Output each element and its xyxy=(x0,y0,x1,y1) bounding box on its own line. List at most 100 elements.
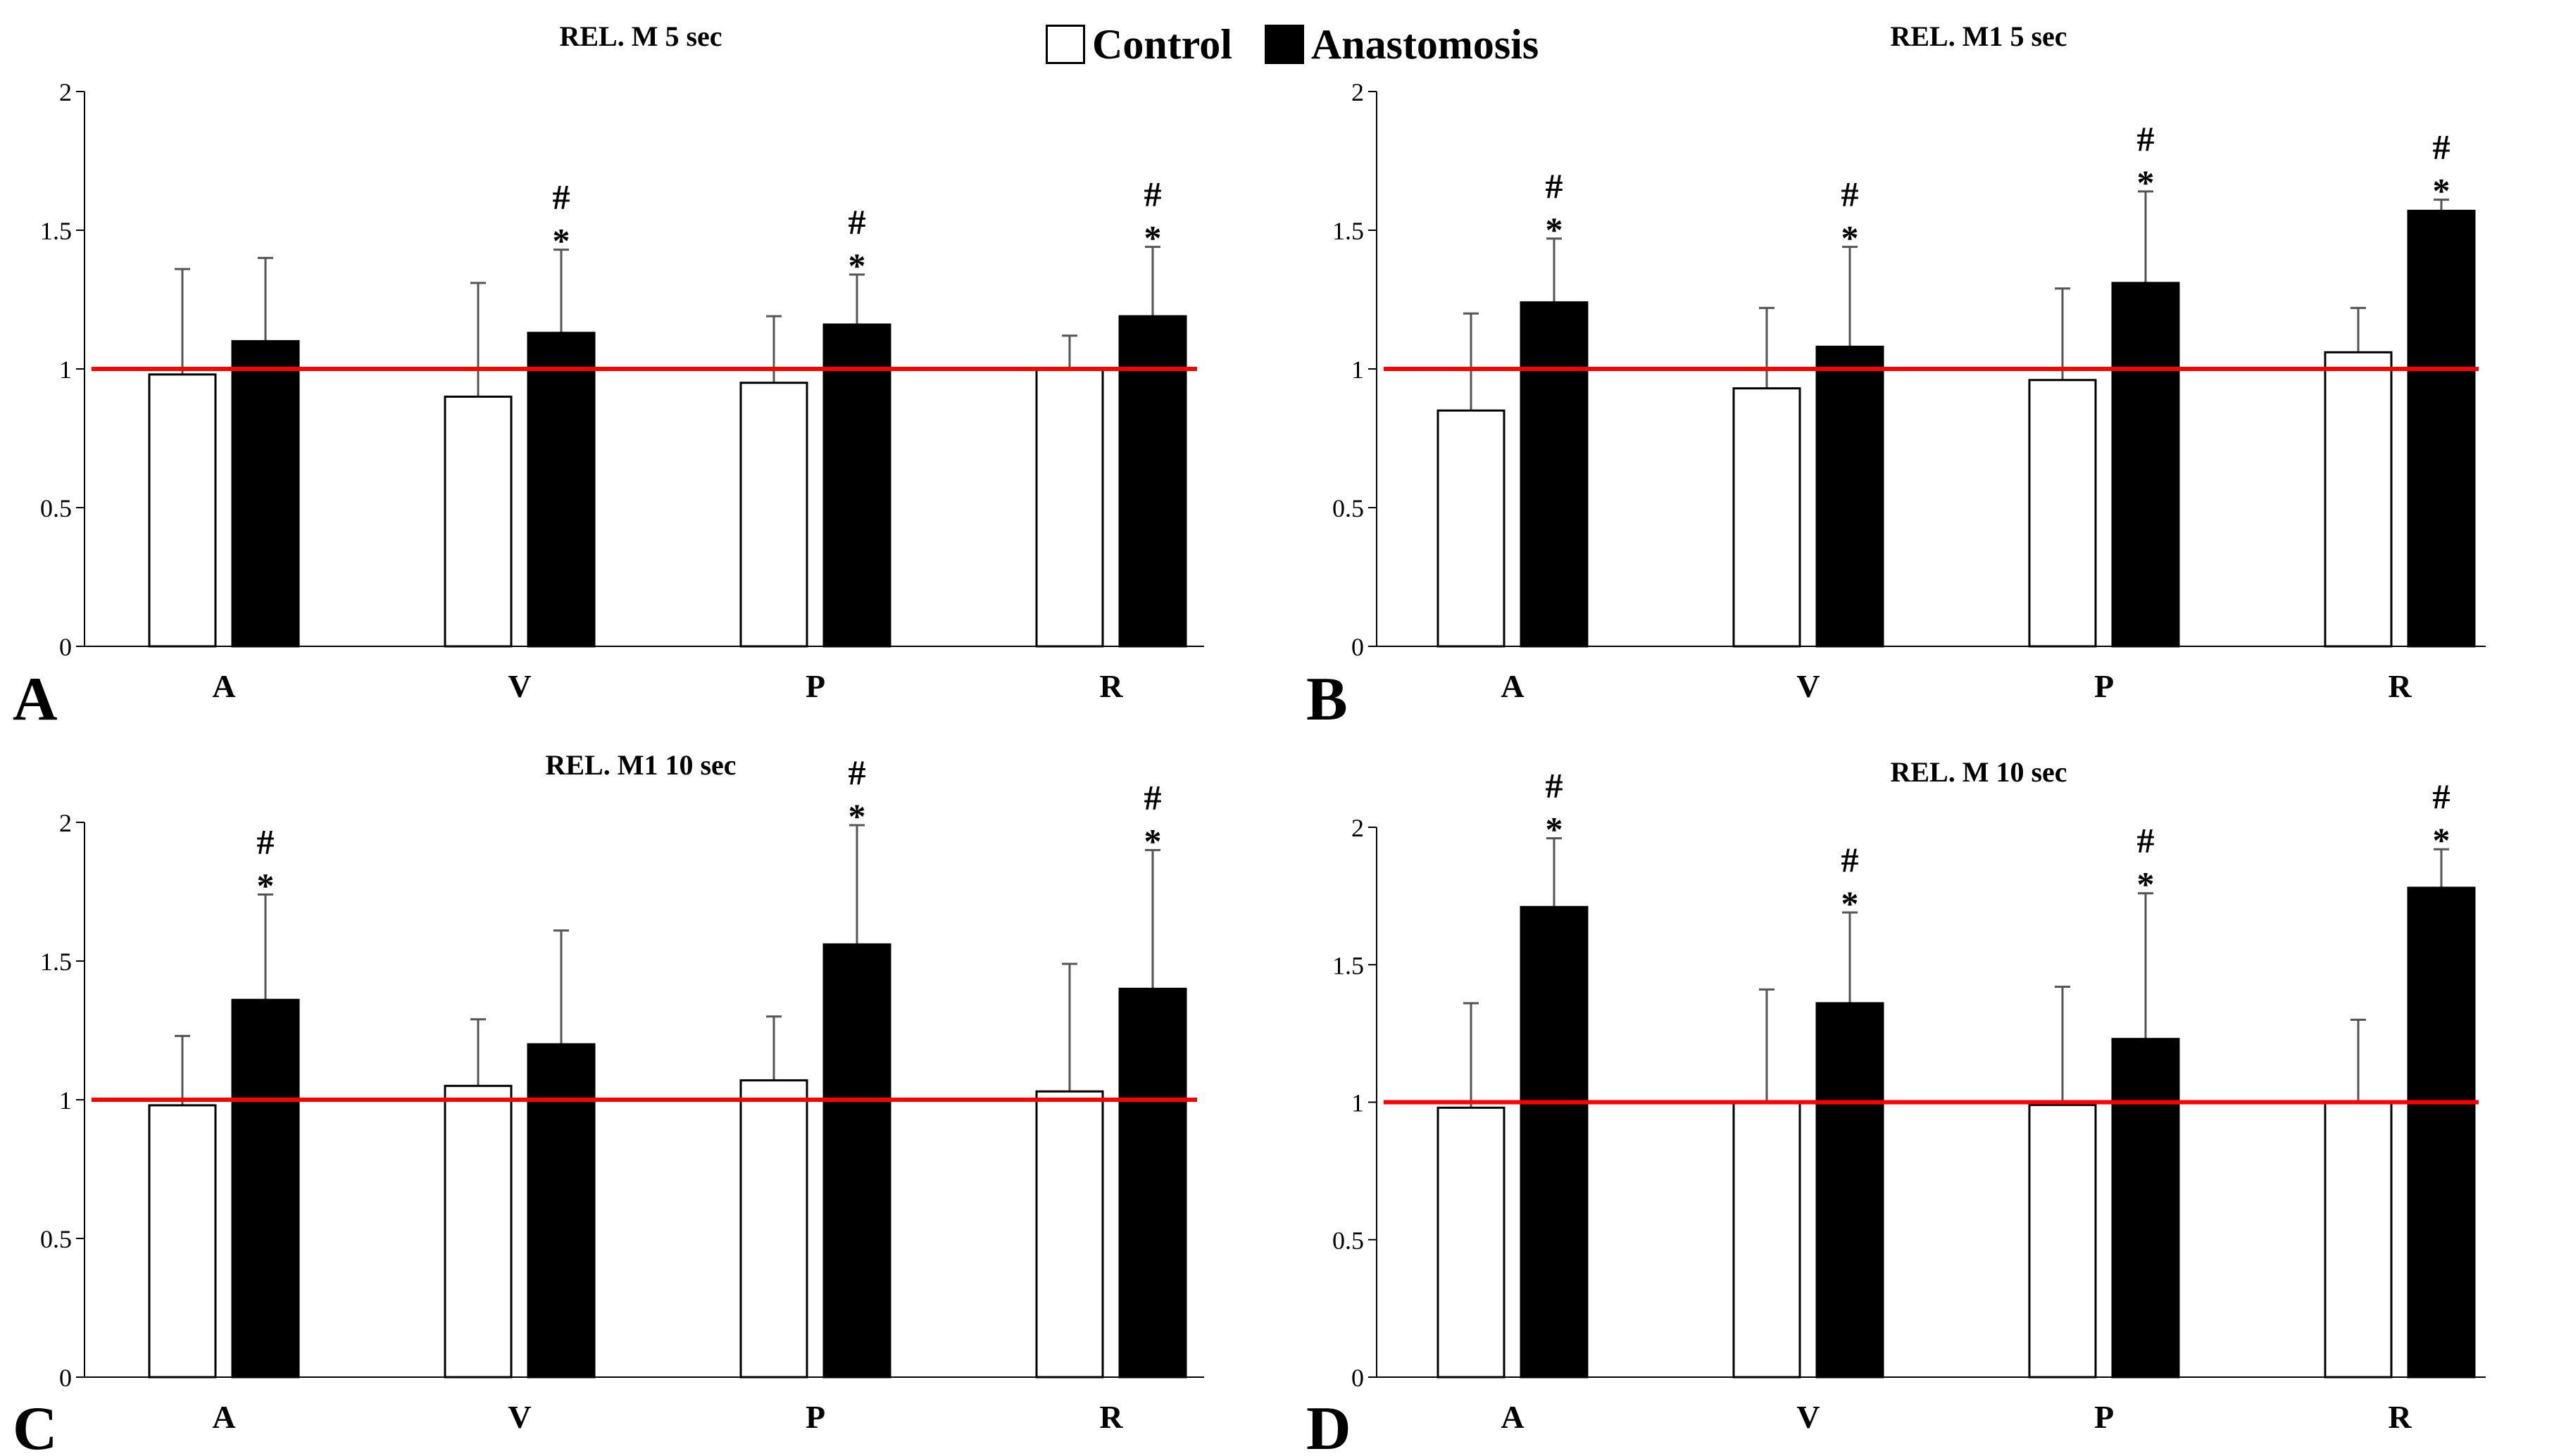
x-tick-label: P xyxy=(806,668,825,704)
significance-hash: # xyxy=(1144,175,1162,214)
significance-hash: # xyxy=(2433,777,2450,816)
significance-asterisk: * xyxy=(1144,821,1162,860)
significance-hash: # xyxy=(1841,840,1859,879)
bar-anastomosis-v xyxy=(1815,345,1884,648)
bar-control-v xyxy=(1732,387,1801,648)
panel-label: B xyxy=(1306,665,1348,734)
chart-title: REL. M 5 sec xyxy=(559,20,722,52)
y-tick-label: 1 xyxy=(59,1086,72,1115)
bar-control-v xyxy=(1732,1101,1801,1379)
y-tick-label: 1 xyxy=(1351,1089,1364,1117)
bar-control-a xyxy=(148,373,217,648)
y-tick-label: 1.5 xyxy=(1332,217,1364,245)
significance-hash: # xyxy=(553,177,570,217)
significance-asterisk: * xyxy=(849,246,866,285)
y-tick-label: 1.5 xyxy=(40,217,72,245)
legend: Control Anastomosis xyxy=(1046,20,1571,69)
y-tick-label: 1.5 xyxy=(40,948,72,976)
y-tick-label: 0.5 xyxy=(40,494,72,522)
y-tick-label: 0 xyxy=(1351,633,1364,661)
bar-anastomosis-p xyxy=(2111,282,2180,648)
significance-hash: # xyxy=(849,202,866,241)
x-tick-label: V xyxy=(508,1399,531,1435)
significance-asterisk: * xyxy=(553,221,570,261)
bar-anastomosis-v xyxy=(1815,1002,1884,1379)
bar-control-v xyxy=(444,395,513,648)
significance-asterisk: * xyxy=(1841,218,1859,258)
x-tick-label: P xyxy=(2094,1399,2114,1435)
significance-hash: # xyxy=(1841,175,1859,214)
bar-control-a xyxy=(1436,409,1506,648)
bar-control-a xyxy=(148,1104,217,1379)
bar-anastomosis-a xyxy=(231,340,300,648)
y-tick-label: 0 xyxy=(59,1364,72,1392)
significance-asterisk: * xyxy=(1841,884,1859,923)
significance-hash: # xyxy=(1546,166,1563,206)
significance-asterisk: * xyxy=(257,865,275,905)
bar-control-r xyxy=(2324,1101,2393,1379)
y-tick-label: 0.5 xyxy=(1332,494,1364,522)
bar-anastomosis-r xyxy=(1118,987,1187,1379)
significance-asterisk: * xyxy=(1546,210,1563,249)
bar-control-r xyxy=(2324,351,2393,648)
chart-panel-d: REL. M 10 sec 0 0.5 1 1.5 2 A V P R # * # * # * # * D xyxy=(1306,756,2486,1456)
bar-control-p xyxy=(739,382,808,648)
y-tick-label: 2 xyxy=(59,809,72,837)
legend-label-anastomosis: Anastomosis xyxy=(1310,20,1539,68)
panel-label: D xyxy=(1306,1395,1351,1456)
y-tick-label: 2 xyxy=(1351,78,1364,106)
y-tick-label: 0.5 xyxy=(40,1225,72,1253)
y-tick-label: 0.5 xyxy=(1332,1226,1364,1255)
chart-title: REL. M1 5 sec xyxy=(1890,20,2067,52)
x-tick-label: R xyxy=(1099,668,1123,704)
significance-hash: # xyxy=(849,753,866,792)
y-tick-label: 1 xyxy=(59,356,72,384)
bar-anastomosis-p xyxy=(822,943,891,1379)
x-tick-label: R xyxy=(2388,1399,2412,1435)
y-tick-label: 0 xyxy=(1351,1364,1364,1392)
y-tick-label: 2 xyxy=(1351,814,1364,842)
x-tick-label: A xyxy=(1501,1399,1524,1435)
bar-anastomosis-a xyxy=(1520,301,1589,648)
x-tick-label: A xyxy=(1501,668,1524,704)
x-tick-label: P xyxy=(2094,668,2114,704)
legend-item-anastomosis: Anastomosis xyxy=(1264,20,1539,69)
legend-item-control: Control xyxy=(1046,20,1232,69)
x-tick-label: R xyxy=(2388,668,2412,704)
bar-control-r xyxy=(1035,1090,1104,1379)
significance-hash: # xyxy=(2137,119,2155,158)
bar-control-v xyxy=(444,1084,513,1379)
bar-control-p xyxy=(2028,1103,2097,1379)
bar-anastomosis-a xyxy=(231,998,300,1379)
significance-asterisk: * xyxy=(2137,163,2155,202)
x-tick-label: V xyxy=(508,668,531,704)
x-tick-label: V xyxy=(1796,1399,1820,1435)
significance-hash: # xyxy=(2137,821,2155,860)
chart-title: REL. M1 10 sec xyxy=(545,749,736,781)
y-tick-label: 1 xyxy=(1351,356,1364,384)
bar-anastomosis-v xyxy=(527,1043,596,1379)
bar-anastomosis-v xyxy=(527,332,596,648)
significance-asterisk: * xyxy=(2433,171,2450,211)
x-tick-label: V xyxy=(1796,668,1820,704)
bar-anastomosis-r xyxy=(2407,209,2476,648)
significance-asterisk: * xyxy=(2433,820,2450,860)
significance-asterisk: * xyxy=(2137,865,2155,904)
x-tick-label: A xyxy=(212,1399,235,1435)
significance-asterisk: * xyxy=(1144,218,1162,258)
chart-panel-c: REL. M1 10 sec 0 0.5 1 1.5 2 A V P R # * # * # * C xyxy=(13,749,1204,1456)
bar-anastomosis-p xyxy=(822,323,891,648)
bar-anastomosis-p xyxy=(2111,1038,2180,1379)
y-tick-label: 1.5 xyxy=(1332,951,1364,979)
panel-label: C xyxy=(13,1395,58,1456)
x-tick-label: P xyxy=(806,1399,825,1435)
bar-control-p xyxy=(739,1079,808,1379)
significance-hash: # xyxy=(2433,127,2450,167)
x-tick-label: R xyxy=(1099,1399,1123,1435)
legend-swatch-anastomosis xyxy=(1264,25,1304,64)
bar-control-a xyxy=(1436,1106,1506,1379)
legend-label-control: Control xyxy=(1092,20,1232,68)
